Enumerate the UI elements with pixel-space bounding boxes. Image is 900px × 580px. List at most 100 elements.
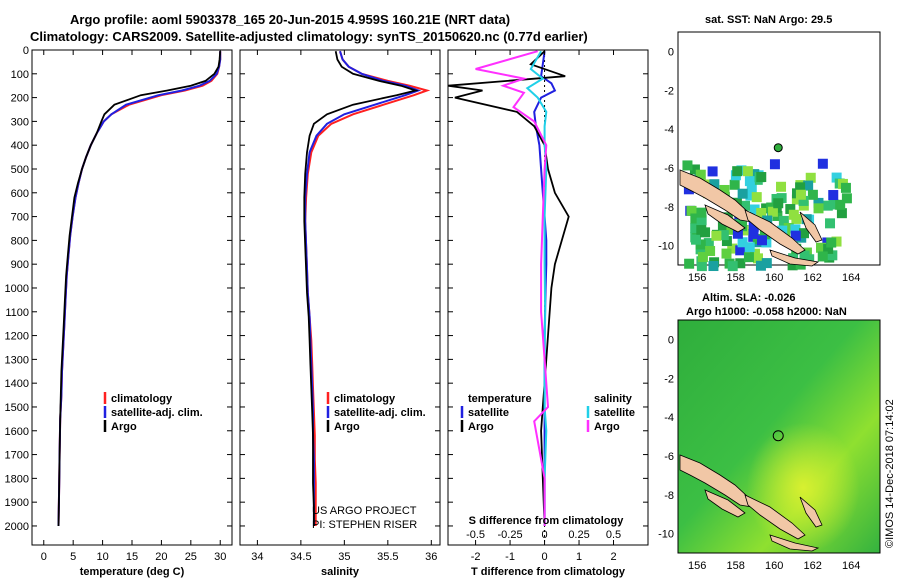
y-tick-label: 1400 [5, 378, 29, 390]
map-x-tick-label: 162 [803, 560, 821, 572]
sst-cell [826, 237, 837, 248]
sst-cell [721, 248, 732, 259]
sst-cell [726, 224, 737, 235]
sst-cell [709, 179, 720, 190]
sst-cell [737, 188, 748, 199]
y-tick-label: 1200 [5, 331, 29, 343]
sst-cell [783, 222, 794, 233]
sst-cell [791, 213, 802, 224]
sst-cell [748, 228, 759, 239]
y-tick-label: 900 [11, 259, 29, 271]
sst-cell [705, 245, 716, 256]
plot-title-line-2: Climatology: CARS2009. Satellite-adjuste… [30, 29, 588, 44]
sst-cell [828, 199, 839, 210]
imos-stamp: ©IMOS 14-Dec-2018 07:14:02 [884, 399, 896, 548]
project-annotation: US ARGO PROJECT [312, 505, 417, 517]
map-y-tick-label: 0 [668, 334, 674, 346]
sst-cell [690, 223, 701, 234]
y-tick-label: 1000 [5, 283, 29, 295]
map-x-tick-label: 162 [803, 272, 821, 284]
sla-map-title-line-2: Argo h1000: -0.058 h2000: NaN [686, 306, 847, 318]
sst-cell [831, 236, 842, 247]
x-tick-label: -1 [505, 551, 515, 563]
sst-cell [817, 158, 828, 169]
x-tick-label: 5 [70, 551, 76, 563]
x2-tick-label: 0.25 [568, 529, 589, 541]
y-tick-label: 1500 [5, 402, 29, 414]
sla-argo-marker [772, 430, 784, 442]
sst-cell [836, 208, 847, 219]
sst-cell [739, 200, 750, 211]
sst-cell [717, 220, 728, 231]
map-y-tick-label: -2 [664, 373, 674, 385]
y-tick-label: 1900 [5, 497, 29, 509]
sst-cell [689, 164, 700, 175]
sla-island-new-georgia [704, 489, 746, 518]
sst-cell [718, 230, 729, 241]
sst-cell [769, 159, 780, 170]
sst-cell [719, 184, 730, 195]
temperature-lines [57, 51, 222, 527]
legend-title-salinity: salinity [594, 393, 633, 405]
sst-cell [816, 242, 827, 253]
y-tick-label: 1300 [5, 354, 29, 366]
map-x-tick-label: 158 [727, 560, 745, 572]
sst-cell [696, 215, 707, 226]
map-x-tick-label: 164 [842, 560, 860, 572]
series-line-argo [303, 51, 419, 526]
legend-title-temperature: temperature [468, 393, 532, 405]
series-line-satellite-adj-clim- [304, 50, 422, 526]
plot-title-line-1: Argo profile: aoml 5903378_165 20-Jun-20… [70, 12, 511, 27]
sst-cell [690, 213, 701, 224]
sst-island-santa-isabel [744, 209, 806, 255]
salinity-lines [303, 50, 431, 526]
map-x-tick-label: 156 [688, 560, 706, 572]
series-line-climatology [57, 51, 222, 527]
map-y-tick-label: 0 [668, 46, 674, 58]
y-tick-label: 0 [23, 45, 29, 57]
sst-cell [708, 261, 719, 272]
sst-cell [813, 203, 824, 214]
y-tick-label: 1800 [5, 473, 29, 485]
y-tick-label: 2000 [5, 521, 29, 533]
x-tick-label: 25 [185, 551, 197, 563]
sst-cell [831, 172, 842, 183]
x-tick-label: 0 [41, 551, 47, 563]
sst-cell [761, 258, 772, 269]
map-y-tick-label: -4 [664, 124, 674, 136]
y-tick-label: 100 [11, 69, 29, 81]
difference-xlabel: T difference from climatology [471, 566, 626, 578]
sst-cell [776, 193, 787, 204]
sst-cell [744, 242, 755, 253]
y-tick-label: 600 [11, 188, 29, 200]
x-tick-label: 2 [610, 551, 616, 563]
sst-cell [727, 261, 738, 272]
legend-label-satellite: satellite-adj. clim. [111, 407, 203, 419]
sst-island-guadalcanal [769, 249, 820, 267]
y-tick-label: 1700 [5, 450, 29, 462]
sst-cell [827, 250, 838, 261]
y-tick-label: 800 [11, 235, 29, 247]
sst-cell [825, 218, 836, 229]
x2-tick-label: -0.5 [466, 529, 485, 541]
sst-cell [828, 190, 839, 201]
sst-cell [732, 166, 743, 177]
sst-cell [751, 192, 762, 203]
legend-label-s-satellite: satellite [594, 407, 635, 419]
difference-legend-left: temperature satellite Argo [460, 393, 532, 433]
y-tick-label: 700 [11, 212, 29, 224]
salinity-panel-frame [239, 49, 441, 546]
sst-cell [744, 176, 755, 187]
sst-cell [807, 189, 818, 200]
sst-cell [743, 252, 754, 263]
sst-cell [684, 258, 695, 269]
difference-lines [447, 50, 570, 527]
legend-label-t-satellite: satellite [468, 407, 509, 419]
y-tick-label: 500 [11, 164, 29, 176]
x-tick-label: 30 [214, 551, 226, 563]
axes-ticks: 0 5 10 15 20 25 300100200300400500600700800900… [5, 45, 861, 572]
sst-cell [727, 243, 738, 254]
map-y-tick-label: -8 [664, 202, 674, 214]
sst-cell [749, 204, 760, 215]
